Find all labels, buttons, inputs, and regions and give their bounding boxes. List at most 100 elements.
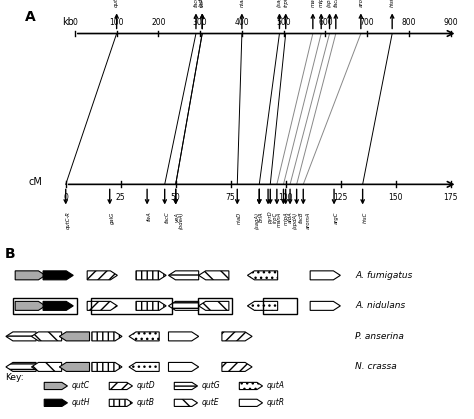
Polygon shape — [247, 301, 278, 310]
Text: 500: 500 — [276, 18, 291, 27]
Text: facC: facC — [164, 212, 170, 223]
Polygon shape — [6, 362, 36, 371]
Text: (spdA): (spdA) — [327, 0, 332, 7]
Text: 175: 175 — [443, 193, 458, 202]
Polygon shape — [92, 362, 122, 371]
Polygon shape — [109, 399, 132, 406]
Polygon shape — [239, 383, 263, 390]
Text: trpC: trpC — [273, 212, 277, 223]
Text: pyrD: pyrD — [268, 212, 273, 224]
Polygon shape — [44, 383, 67, 390]
Text: (sagA): (sagA) — [277, 0, 282, 7]
Polygon shape — [129, 332, 159, 341]
Text: 300: 300 — [193, 18, 208, 27]
Text: P. anserina: P. anserina — [356, 332, 404, 341]
Polygon shape — [15, 301, 46, 310]
Text: aromA: aromA — [358, 0, 364, 7]
Polygon shape — [109, 383, 132, 390]
Polygon shape — [199, 301, 229, 310]
Text: (spdA): (spdA) — [292, 212, 297, 229]
Bar — [198, 298, 232, 314]
Text: brlA: brlA — [259, 212, 264, 222]
Text: qutA: qutA — [267, 381, 285, 391]
Polygon shape — [59, 362, 90, 371]
Bar — [13, 298, 77, 314]
Polygon shape — [129, 362, 159, 371]
Text: A. fumigatus: A. fumigatus — [356, 271, 413, 280]
Text: mipA: mipA — [319, 0, 324, 7]
Text: 25: 25 — [116, 193, 126, 202]
Text: hisC: hisC — [390, 0, 395, 7]
Polygon shape — [168, 271, 199, 280]
Text: qutC-R: qutC-R — [66, 212, 71, 230]
Text: 50: 50 — [171, 193, 181, 202]
Polygon shape — [44, 399, 67, 406]
Polygon shape — [15, 271, 46, 280]
Text: aromA: aromA — [305, 212, 310, 229]
Text: B: B — [5, 247, 15, 261]
Text: A. nidulans: A. nidulans — [356, 301, 406, 310]
Text: Key:: Key: — [5, 373, 23, 382]
Text: 700: 700 — [360, 18, 374, 27]
Polygon shape — [168, 301, 199, 310]
Text: trpC: trpC — [283, 0, 288, 7]
Text: qutB: qutB — [137, 398, 155, 407]
Text: kb: kb — [62, 17, 74, 27]
Polygon shape — [168, 332, 199, 341]
Polygon shape — [136, 271, 166, 280]
Polygon shape — [168, 362, 199, 371]
Text: 400: 400 — [235, 18, 249, 27]
Text: qutH: qutH — [72, 398, 90, 407]
Polygon shape — [87, 301, 118, 310]
Text: niaD: niaD — [239, 0, 245, 7]
Text: argC: argC — [334, 212, 339, 224]
Text: N. crassa: N. crassa — [356, 362, 397, 371]
Polygon shape — [92, 332, 122, 341]
Text: 0: 0 — [64, 193, 68, 202]
Polygon shape — [247, 271, 278, 280]
Polygon shape — [43, 301, 73, 310]
Text: A: A — [25, 10, 35, 24]
Text: 0: 0 — [73, 18, 77, 27]
Text: 600: 600 — [318, 18, 333, 27]
Bar — [91, 298, 172, 314]
Polygon shape — [239, 399, 263, 406]
Bar — [263, 298, 297, 314]
Text: facC: facC — [193, 0, 199, 7]
Polygon shape — [59, 332, 90, 341]
Text: galG: galG — [109, 212, 115, 224]
Text: qutG: qutG — [202, 381, 220, 391]
Text: cM: cM — [29, 177, 43, 187]
Text: 125: 125 — [334, 193, 348, 202]
Polygon shape — [174, 383, 198, 390]
Text: veA: veA — [174, 212, 180, 222]
Polygon shape — [6, 332, 36, 341]
Text: 150: 150 — [388, 193, 403, 202]
Text: (odeA): (odeA) — [199, 0, 203, 7]
Text: qutR: qutR — [267, 398, 285, 407]
Text: hisC: hisC — [363, 212, 368, 223]
Text: qutE: qutE — [202, 398, 219, 407]
Polygon shape — [31, 332, 62, 341]
Text: 75: 75 — [226, 193, 236, 202]
Polygon shape — [136, 301, 166, 310]
Text: manA: manA — [310, 0, 315, 7]
Text: facB: facB — [299, 212, 304, 223]
Polygon shape — [310, 271, 340, 280]
Text: 900: 900 — [443, 18, 458, 27]
Polygon shape — [43, 271, 73, 280]
Polygon shape — [31, 362, 62, 371]
Text: manA: manA — [277, 212, 282, 227]
Text: 100: 100 — [278, 193, 293, 202]
Text: (sagA): (sagA) — [255, 212, 260, 229]
Text: 200: 200 — [151, 18, 165, 27]
Polygon shape — [222, 332, 252, 341]
Text: 800: 800 — [401, 18, 416, 27]
Text: niaD: niaD — [237, 212, 242, 224]
Polygon shape — [174, 399, 198, 406]
Polygon shape — [310, 301, 340, 310]
Text: fwA: fwA — [147, 212, 152, 221]
Polygon shape — [87, 271, 118, 280]
Text: veA: veA — [200, 0, 205, 7]
Text: (odeA): (odeA) — [179, 212, 184, 229]
